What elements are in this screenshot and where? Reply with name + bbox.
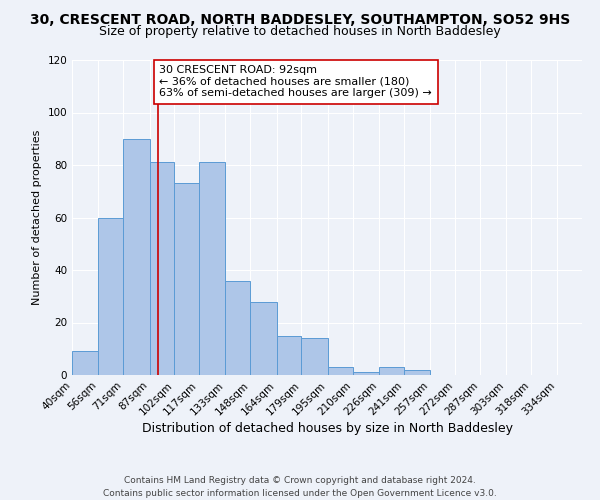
Bar [226,280,250,375]
Bar [250,302,277,375]
Bar [72,352,98,375]
Text: 30 CRESCENT ROAD: 92sqm
← 36% of detached houses are smaller (180)
63% of semi-d: 30 CRESCENT ROAD: 92sqm ← 36% of detache… [160,65,432,98]
Bar [123,138,149,375]
Bar [404,370,430,375]
Text: 30, CRESCENT ROAD, NORTH BADDESLEY, SOUTHAMPTON, SO52 9HS: 30, CRESCENT ROAD, NORTH BADDESLEY, SOUT… [30,12,570,26]
Bar [328,367,353,375]
Bar [98,218,123,375]
Text: Contains HM Land Registry data © Crown copyright and database right 2024.
Contai: Contains HM Land Registry data © Crown c… [103,476,497,498]
X-axis label: Distribution of detached houses by size in North Baddesley: Distribution of detached houses by size … [142,422,512,436]
Bar [301,338,328,375]
Bar [277,336,301,375]
Bar [149,162,175,375]
Bar [175,184,199,375]
Bar [379,367,404,375]
Y-axis label: Number of detached properties: Number of detached properties [32,130,42,305]
Text: Size of property relative to detached houses in North Baddesley: Size of property relative to detached ho… [99,25,501,38]
Bar [199,162,226,375]
Bar [353,372,379,375]
